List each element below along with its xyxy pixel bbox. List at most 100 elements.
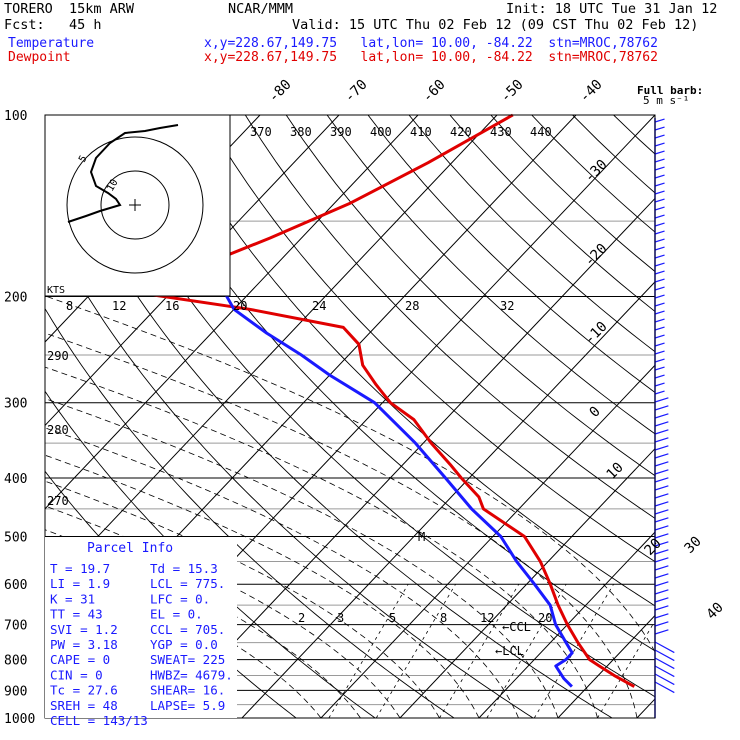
isotherm-line bbox=[320, 364, 655, 718]
isotherm-label: 0 bbox=[587, 404, 604, 421]
wind-barb bbox=[654, 214, 665, 219]
parcel-row-left: CELL = 143/13 bbox=[50, 713, 148, 728]
m-marker: M bbox=[418, 530, 425, 544]
dry-adiabat bbox=[531, 115, 655, 233]
init-time: Init: 18 UTC Tue 31 Jan 12 bbox=[506, 1, 718, 17]
mixing-ratio-line bbox=[486, 584, 567, 718]
wind-barb bbox=[654, 166, 665, 171]
temperature-location: x,y=228.67,149.75 lat,lon= 10.00, -84.22… bbox=[204, 36, 658, 51]
isotherm-label: -10 bbox=[582, 319, 611, 348]
parcel-row-right: EL = 0. bbox=[150, 607, 203, 622]
lcl-marker: ←LCL bbox=[495, 644, 524, 658]
wind-barb bbox=[654, 262, 665, 267]
parcel-title: Parcel Info bbox=[87, 541, 173, 556]
mixing-ratio-label: 20 bbox=[233, 299, 247, 313]
barb-legend-unit: 5 m s⁻¹ bbox=[643, 94, 689, 107]
mixing-ratio-label: 8 bbox=[440, 611, 447, 625]
dry-adiabat bbox=[45, 124, 613, 718]
wind-barb bbox=[654, 350, 665, 355]
parcel-row-right: YGP = 0.0 bbox=[150, 637, 218, 652]
theta-label: 380 bbox=[290, 125, 312, 139]
hodograph-ring bbox=[66, 136, 204, 274]
wind-barb bbox=[654, 581, 669, 587]
mixing-ratio-line bbox=[533, 584, 614, 718]
dry-adiabat bbox=[367, 115, 655, 394]
wind-barb bbox=[654, 182, 665, 187]
pressure-tick-label: 900 bbox=[4, 684, 27, 699]
parcel-row-right: Td = 15.3 bbox=[150, 561, 218, 576]
isotherm-line bbox=[241, 281, 655, 718]
wind-barb bbox=[654, 649, 675, 662]
wind-barb bbox=[654, 318, 665, 323]
theta-label: 400 bbox=[370, 125, 392, 139]
pressure-tick-label: 400 bbox=[4, 472, 27, 487]
dry-adiabat bbox=[45, 307, 455, 718]
mixing-ratio-label: 12 bbox=[480, 611, 494, 625]
mixing-ratio-label: 5 bbox=[389, 611, 396, 625]
wind-barb bbox=[654, 573, 669, 579]
dry-adiabat bbox=[326, 115, 655, 435]
wind-barb bbox=[654, 501, 669, 507]
theta-label: 280 bbox=[47, 423, 69, 437]
dewpoint-curve bbox=[179, 114, 574, 688]
valid-time: Valid: 15 UTC Thu 02 Feb 12 (09 CST Thu … bbox=[292, 17, 699, 33]
isotherm-label: 30 bbox=[682, 534, 705, 557]
wind-barb bbox=[654, 206, 665, 211]
isotherm-line bbox=[636, 698, 655, 718]
wind-barb bbox=[654, 118, 665, 123]
wind-barb bbox=[654, 597, 669, 603]
pressure-tick-label: 500 bbox=[4, 530, 27, 545]
dry-adiabat bbox=[654, 115, 655, 117]
moist-adiabat bbox=[45, 366, 598, 718]
hodograph: 5 10 KTS bbox=[44, 114, 231, 297]
ccl-marker: ←CCL bbox=[502, 620, 531, 634]
parcel-row-right: HWBZ= 4679. bbox=[150, 667, 233, 682]
dry-adiabat bbox=[163, 115, 655, 607]
parcel-row-left: SVI = 1.2 bbox=[50, 622, 118, 637]
theta-label: 420 bbox=[450, 125, 472, 139]
wind-barb bbox=[654, 509, 669, 515]
wind-barb bbox=[654, 589, 669, 595]
wind-barb bbox=[654, 533, 669, 539]
mixing-ratio-line bbox=[439, 584, 520, 718]
mixing-ratio-label: 2 bbox=[298, 611, 305, 625]
mixing-ratio-line bbox=[597, 620, 655, 718]
wind-barb bbox=[654, 445, 669, 451]
wind-barb bbox=[654, 525, 669, 531]
mixing-ratio-label: 28 bbox=[405, 299, 419, 313]
mixing-ratio-label: 3 bbox=[337, 611, 344, 625]
mixing-ratio-label: 12 bbox=[112, 299, 126, 313]
wind-barb bbox=[654, 366, 665, 371]
wind-barb bbox=[654, 641, 675, 654]
isotherm-label: -50 bbox=[498, 77, 527, 106]
dry-adiabat bbox=[695, 115, 740, 718]
parcel-row-left: CAPE = 0 bbox=[50, 652, 110, 667]
pressure-tick-label: 300 bbox=[4, 397, 27, 412]
dry-adiabat bbox=[244, 115, 655, 519]
parcel-row-left: TT = 43 bbox=[50, 607, 103, 622]
mixing-ratio-label: 20 bbox=[538, 611, 552, 625]
isotherm-line bbox=[478, 531, 655, 718]
theta-label: 430 bbox=[490, 125, 512, 139]
pressure-tick-label: 700 bbox=[4, 619, 27, 634]
isotherm-line bbox=[557, 614, 655, 718]
dewpoint-location: x,y=228.67,149.75 lat,lon= 10.00, -84.22… bbox=[204, 50, 658, 65]
wind-barb bbox=[654, 453, 669, 459]
wind-barb bbox=[654, 485, 669, 491]
wind-barb bbox=[654, 374, 665, 379]
wind-barb bbox=[654, 150, 665, 155]
moist-adiabat bbox=[46, 296, 655, 653]
wind-barb bbox=[654, 294, 665, 299]
wind-barb bbox=[654, 390, 665, 395]
isotherm-label: -30 bbox=[582, 157, 611, 186]
parcel-row-right: CCL = 705. bbox=[150, 622, 225, 637]
pressure-tick-label: 600 bbox=[4, 578, 27, 593]
kts-label: KTS bbox=[47, 285, 65, 296]
wind-barbs bbox=[654, 118, 675, 718]
moist-adiabat bbox=[45, 454, 480, 718]
hodograph-ring-label: 10 bbox=[105, 178, 121, 194]
hodograph-trace bbox=[67, 124, 179, 223]
wind-barb bbox=[654, 557, 669, 563]
hodograph-ring-label: 5 bbox=[77, 154, 90, 165]
